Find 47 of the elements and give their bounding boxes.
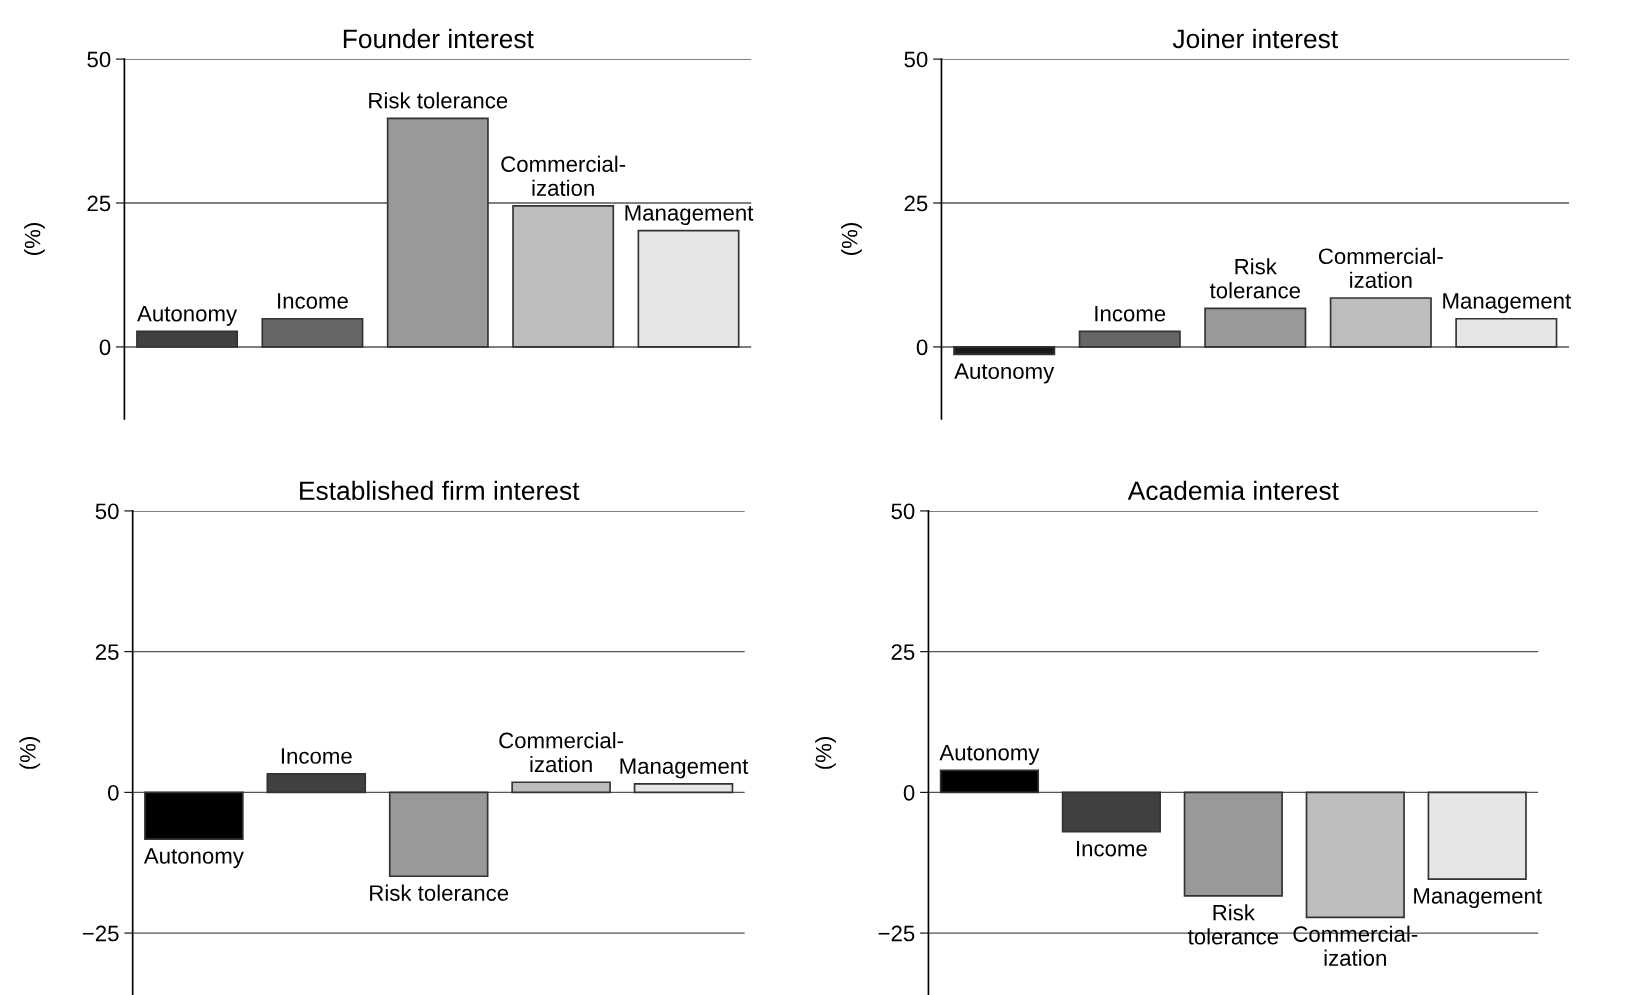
y-tick-label: −25 xyxy=(82,925,119,942)
bar xyxy=(1204,307,1307,348)
y-tick-label: 50 xyxy=(904,51,928,68)
bar xyxy=(388,791,489,878)
y-axis-title: (%) xyxy=(841,223,862,255)
category-label: Income xyxy=(278,293,348,309)
y-axis-title: (%) xyxy=(815,737,836,769)
y-tick-label: 50 xyxy=(87,51,111,68)
category-label: Autonomy xyxy=(143,848,244,869)
y-tick-label: 25 xyxy=(87,195,111,212)
category-label: Income xyxy=(281,748,352,764)
bar xyxy=(637,229,740,348)
bar xyxy=(1455,317,1558,348)
bar xyxy=(1329,297,1432,348)
bar xyxy=(144,791,244,840)
y-tick-label: 0 xyxy=(99,339,111,356)
category-label: Commercial- ization xyxy=(501,155,626,196)
bar xyxy=(1078,330,1181,348)
chart-title: Academia interest xyxy=(1127,480,1339,501)
category-label: Risk tolerance xyxy=(369,92,508,109)
y-tick-label: 25 xyxy=(904,195,928,212)
y-axis-title: (%) xyxy=(19,737,41,769)
y-tick-label: 50 xyxy=(95,503,119,520)
x-tick-label: Commercial- ization xyxy=(1318,247,1443,289)
y-tick-label: 25 xyxy=(891,644,915,660)
bar xyxy=(511,781,611,794)
bar xyxy=(953,346,1056,356)
y-tick-label: 0 xyxy=(916,339,928,356)
y-axis-title: (%) xyxy=(24,223,45,255)
y-tick-label: −25 xyxy=(878,925,915,942)
bar xyxy=(633,783,734,794)
bar xyxy=(261,317,364,348)
category-label: Management xyxy=(625,205,754,226)
y-tick-label: 0 xyxy=(108,784,119,801)
bar xyxy=(266,772,367,794)
chart-title: Joiner interest xyxy=(1172,28,1338,49)
chart-title: Founder interest xyxy=(343,28,534,49)
bar xyxy=(136,330,239,348)
bar xyxy=(386,117,489,348)
x-tick-label: Risk tolerance xyxy=(1209,258,1300,299)
chart-title: Established firm interest xyxy=(300,480,580,501)
x-tick-label: Risk tolerance xyxy=(1187,904,1279,945)
bar xyxy=(512,205,615,348)
y-tick-label: 50 xyxy=(891,503,915,520)
y-tick-label: 0 xyxy=(903,784,915,801)
category-label: Risk tolerance xyxy=(370,884,509,901)
y-tick-label: 25 xyxy=(95,644,119,660)
